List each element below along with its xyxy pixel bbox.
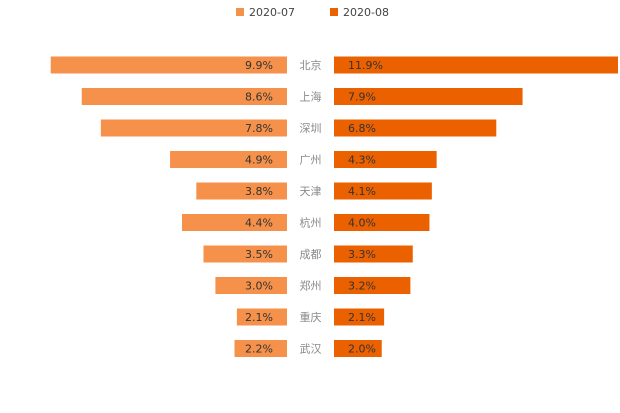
data-label-2020-08-1: 7.9% <box>348 91 376 104</box>
bar-2020-08-0[interactable] <box>334 56 618 74</box>
category-label-3: 广州 <box>300 154 322 167</box>
bar-2020-07-1[interactable] <box>81 88 287 105</box>
bar-2020-07-7[interactable] <box>215 277 287 294</box>
bar-2020-07-4[interactable] <box>196 182 287 200</box>
legend-label: 2020-07 <box>249 6 295 19</box>
bar-2020-07-3[interactable] <box>170 151 287 168</box>
category-label-0: 北京 <box>300 58 322 72</box>
data-label-2020-08-7: 3.2% <box>348 280 376 293</box>
data-label-2020-08-0: 11.9% <box>348 59 383 72</box>
bar-2020-07-8[interactable] <box>236 308 287 326</box>
data-label-2020-07-7: 3.0% <box>245 280 273 293</box>
bar-2020-07-6[interactable] <box>203 245 287 263</box>
data-label-2020-07-4: 3.8% <box>245 185 273 198</box>
category-label-9: 武汉 <box>300 343 322 356</box>
data-label-2020-07-5: 4.4% <box>245 217 273 230</box>
data-label-2020-08-4: 4.1% <box>348 185 376 198</box>
bar-2020-08-8[interactable] <box>334 308 385 326</box>
bar-2020-08-5[interactable] <box>334 214 430 231</box>
category-label-4: 天津 <box>300 185 322 198</box>
category-label-6: 成都 <box>300 248 322 261</box>
legend-item-2020-08[interactable]: 2020-08 <box>330 6 389 19</box>
data-label-2020-08-6: 3.3% <box>348 248 376 261</box>
bar-2020-08-7[interactable] <box>334 277 411 294</box>
legend-label: 2020-08 <box>343 6 389 19</box>
category-label-7: 郑州 <box>300 279 322 293</box>
bar-2020-08-1[interactable] <box>334 88 523 105</box>
legend-item-2020-07[interactable]: 2020-07 <box>236 6 295 19</box>
data-label-2020-07-0: 9.9% <box>245 59 273 72</box>
data-label-2020-08-5: 4.0% <box>348 217 376 230</box>
data-label-2020-07-3: 4.9% <box>245 154 273 167</box>
bar-2020-08-9[interactable] <box>334 340 382 357</box>
bar-2020-07-5[interactable] <box>181 214 287 231</box>
data-label-2020-07-8: 2.1% <box>245 311 273 324</box>
bar-2020-07-0[interactable] <box>50 56 287 74</box>
data-label-2020-08-3: 4.3% <box>348 154 376 167</box>
bar-2020-07-2[interactable] <box>100 119 287 137</box>
legend-swatch <box>236 8 244 16</box>
bar-2020-07-9[interactable] <box>234 340 287 357</box>
data-label-2020-08-2: 6.8% <box>348 122 376 135</box>
category-label-8: 重庆 <box>300 310 322 324</box>
data-label-2020-08-9: 2.0% <box>348 343 376 356</box>
bar-2020-08-2[interactable] <box>334 119 497 137</box>
category-label-2: 深圳 <box>300 122 322 135</box>
data-label-2020-07-6: 3.5% <box>245 248 273 261</box>
series-2020-07-bars: 9.9% 8.6% 7.8% 4.9% 3.8% 4.4% 3.5% 3.0% 2.1% 2.2% <box>50 56 287 357</box>
category-label-1: 上海 <box>300 90 322 104</box>
series-2020-08-bars: 11.9% 7.9% 6.8% 4.3% 4.1% 4.0% 3.3% 3.2% 2.1% 2.0… <box>334 56 618 357</box>
category-label-5: 杭州 <box>300 216 322 230</box>
bar-2020-08-3[interactable] <box>334 151 437 168</box>
legend-swatch <box>330 8 338 16</box>
data-label-2020-07-2: 7.8% <box>245 122 273 135</box>
bar-2020-08-6[interactable] <box>334 245 413 263</box>
data-label-2020-07-1: 8.6% <box>245 91 273 104</box>
legend: 2020-07 2020-08 <box>236 6 389 19</box>
data-label-2020-07-9: 2.2% <box>245 343 273 356</box>
data-label-2020-08-8: 2.1% <box>348 311 376 324</box>
bar-2020-08-4[interactable] <box>334 182 432 200</box>
